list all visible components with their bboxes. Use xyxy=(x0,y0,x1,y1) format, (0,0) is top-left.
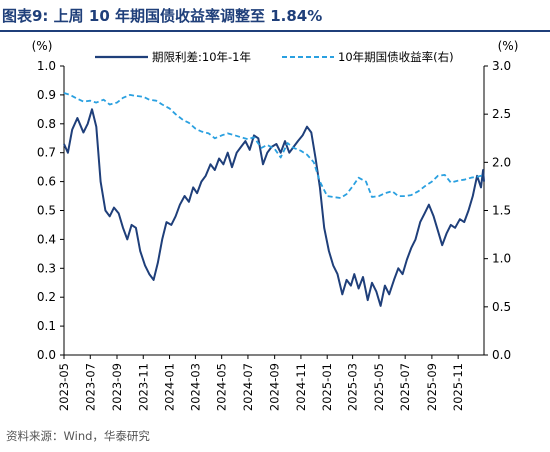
x-tick-label: 2024-05 xyxy=(215,363,229,411)
legend-label-spread: 期限利差:10年-1年 xyxy=(152,50,251,64)
x-tick-label: 2025-05 xyxy=(372,363,386,411)
series-line-10y-yield xyxy=(63,92,485,199)
title-rule xyxy=(0,30,550,32)
x-tick-label: 2023-07 xyxy=(83,363,97,411)
x-tick-label: 2025-09 xyxy=(425,363,439,411)
right-tick-label: 2.0 xyxy=(492,155,511,169)
x-tick-label: 2025-03 xyxy=(346,363,360,411)
left-tick-label: 0.2 xyxy=(37,290,56,304)
right-tick-label: 3.0 xyxy=(492,59,511,73)
x-tick-label: 2025-07 xyxy=(398,363,412,411)
left-tick-label: 0.3 xyxy=(37,261,56,275)
right-tick-label: 1.5 xyxy=(492,204,511,218)
legend-label-yield: 10年期国债收益率(右) xyxy=(338,50,454,64)
left-tick-label: 0.8 xyxy=(37,117,56,131)
chart: (%) (%) 期限利差:10年-1年 10年期国债收益率(右) 0.00.10… xyxy=(32,39,519,411)
left-tick-label: 0.4 xyxy=(37,232,56,246)
left-tick-label: 0.6 xyxy=(37,175,56,189)
axes: 0.0 0.1 0.2 0.3 0.4 0.5 0.6 0.7 0.8 0.9 1.0 0.0 0.5 1… xyxy=(37,59,511,411)
x-tick-label: 2024-07 xyxy=(241,363,255,411)
left-axis-unit: (%) xyxy=(32,39,53,53)
right-tick-label: 0.0 xyxy=(492,348,511,362)
x-tick-label: 2023-11 xyxy=(136,363,150,411)
x-tick-label: 2023-09 xyxy=(110,363,124,411)
series-layer xyxy=(63,92,485,307)
chart-title: 图表9: 上周 10 年期国债收益率调整至 1.84% xyxy=(2,7,323,25)
x-tick-label: 2024-11 xyxy=(294,363,308,411)
right-tick-label: 2.5 xyxy=(492,107,511,121)
x-tick-label: 2024-03 xyxy=(188,363,202,411)
x-tick-label: 2025-11 xyxy=(451,363,465,411)
left-tick-label: 0.0 xyxy=(37,348,56,362)
x-tick-label: 2025-01 xyxy=(320,363,334,411)
right-axis-unit: (%) xyxy=(498,39,519,53)
left-tick-label: 0.7 xyxy=(37,146,56,160)
x-tick-label: 2023-05 xyxy=(57,363,71,411)
source-note: 资料来源：Wind，华泰研究 xyxy=(6,429,150,443)
right-tick-label: 0.5 xyxy=(492,300,511,314)
left-tick-label: 0.5 xyxy=(37,204,56,218)
right-tick-label: 1.0 xyxy=(492,252,511,266)
left-tick-label: 0.1 xyxy=(37,319,56,333)
series-line-term-spread xyxy=(63,108,485,307)
left-tick-label: 0.9 xyxy=(37,88,56,102)
left-tick-label: 1.0 xyxy=(37,59,56,73)
legend: 期限利差:10年-1年 10年期国债收益率(右) xyxy=(95,50,454,64)
x-tick-label: 2024-09 xyxy=(268,363,282,411)
x-tick-label: 2024-01 xyxy=(163,363,177,411)
